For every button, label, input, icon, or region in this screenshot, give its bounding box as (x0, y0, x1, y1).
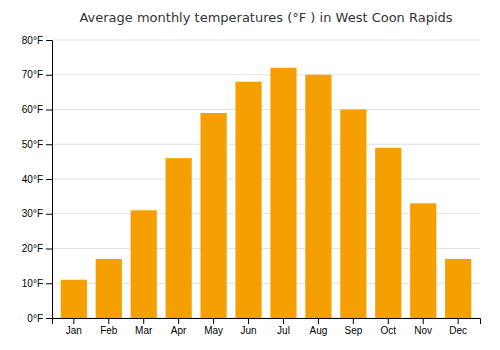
x-tick-label: Jun (240, 325, 256, 336)
grid-line (52, 74, 480, 75)
x-tick-label: Aug (310, 325, 328, 336)
bar (305, 75, 331, 318)
x-tick: Nov (414, 318, 432, 336)
x-tick-mark (248, 318, 249, 324)
x-tick-mark (108, 318, 109, 324)
x-axis: Jan Feb Mar Apr May Jun Jul Aug Sep Oct Nov Dec (53, 318, 481, 336)
x-tick-mark (73, 318, 74, 324)
y-tick: 30°F (22, 208, 52, 219)
x-tick: Oct (381, 318, 397, 336)
grid-line (52, 179, 480, 180)
bar (375, 148, 401, 318)
y-tick-label: 0°F (27, 313, 43, 324)
bar (235, 82, 261, 318)
x-tick: Feb (100, 318, 118, 336)
x-tick: Aug (310, 318, 328, 336)
title: Average monthly temperatures (°F ) in We… (79, 10, 452, 25)
x-tick-label: Jul (277, 325, 290, 336)
x-tick-mark (458, 318, 459, 324)
y-tick-label: 70°F (22, 69, 43, 80)
y-tick-mark (46, 318, 52, 319)
bar (61, 280, 87, 318)
x-tick-label: Nov (414, 325, 432, 336)
x-tick-mark (388, 318, 389, 324)
y-tick: 0°F (27, 313, 52, 324)
y-tick-label: 40°F (22, 174, 43, 185)
y-tick-label: 10°F (22, 278, 43, 289)
y-tick: 80°F (22, 35, 52, 46)
y-tick-mark (46, 179, 52, 180)
y-tick-mark (46, 249, 52, 250)
y-tick: 40°F (22, 174, 52, 185)
bar (410, 203, 436, 318)
y-tick-mark (46, 144, 52, 145)
chart-container: Jan Feb Mar Apr May Jun Jul Aug Sep Oct Nov Dec 0°F 1… (0, 0, 500, 350)
y-tick-mark (46, 40, 52, 41)
x-tick-label: Sep (344, 325, 362, 336)
x-tick-label: Jan (66, 325, 82, 336)
bar (96, 259, 122, 318)
x-tick-mark (353, 318, 354, 324)
chart-svg: Jan Feb Mar Apr May Jun Jul Aug Sep Oct Nov Dec 0°F 1… (0, 0, 500, 350)
y-axis: 0°F 10°F 20°F 30°F 40°F 50°F 60°F 70°F 80°F (22, 35, 53, 324)
x-tick-mark (283, 318, 284, 324)
grid-line (52, 144, 480, 145)
x-axis-line (53, 319, 481, 325)
x-tick-label: Feb (100, 325, 118, 336)
x-tick-mark (318, 318, 319, 324)
y-tick: 20°F (22, 243, 52, 254)
x-tick: Mar (135, 318, 153, 336)
bar (166, 158, 192, 318)
x-tick-label: May (204, 325, 223, 336)
x-tick-label: Oct (381, 325, 397, 336)
y-tick: 10°F (22, 278, 52, 289)
y-tick: 70°F (22, 69, 52, 80)
y-tick-mark (46, 75, 52, 76)
grid-line (52, 109, 480, 110)
x-tick-label: Dec (449, 325, 467, 336)
bar (270, 68, 296, 318)
bar (131, 210, 157, 318)
y-tick-mark (46, 214, 52, 215)
plot: Jan Feb Mar Apr May Jun Jul Aug Sep Oct Nov Dec 0°F 1… (22, 35, 481, 336)
x-tick-mark (143, 318, 144, 324)
y-axis-line (46, 41, 53, 319)
bars (61, 68, 472, 318)
bar (200, 113, 226, 318)
x-tick-label: Apr (171, 325, 187, 336)
x-tick: May (204, 318, 223, 336)
x-tick: Dec (449, 318, 467, 336)
y-tick-label: 20°F (22, 243, 43, 254)
y-tick: 50°F (22, 139, 52, 150)
x-tick-mark (178, 318, 179, 324)
y-tick-mark (46, 283, 52, 284)
y-tick-label: 60°F (22, 104, 43, 115)
y-tick-label: 30°F (22, 208, 43, 219)
grid-line (52, 40, 480, 41)
bar (340, 110, 366, 319)
y-tick-label: 80°F (22, 35, 43, 46)
x-tick-mark (423, 318, 424, 324)
x-tick: Apr (171, 318, 187, 336)
x-tick: Jun (240, 318, 256, 336)
bar (445, 259, 471, 318)
x-tick: Sep (344, 318, 362, 336)
grid (52, 40, 480, 318)
x-tick-label: Mar (135, 325, 153, 336)
x-tick-mark (213, 318, 214, 324)
x-tick: Jul (277, 318, 290, 336)
y-tick: 60°F (22, 104, 52, 115)
y-tick-mark (46, 110, 52, 111)
x-tick: Jan (66, 318, 82, 336)
y-tick-label: 50°F (22, 139, 43, 150)
